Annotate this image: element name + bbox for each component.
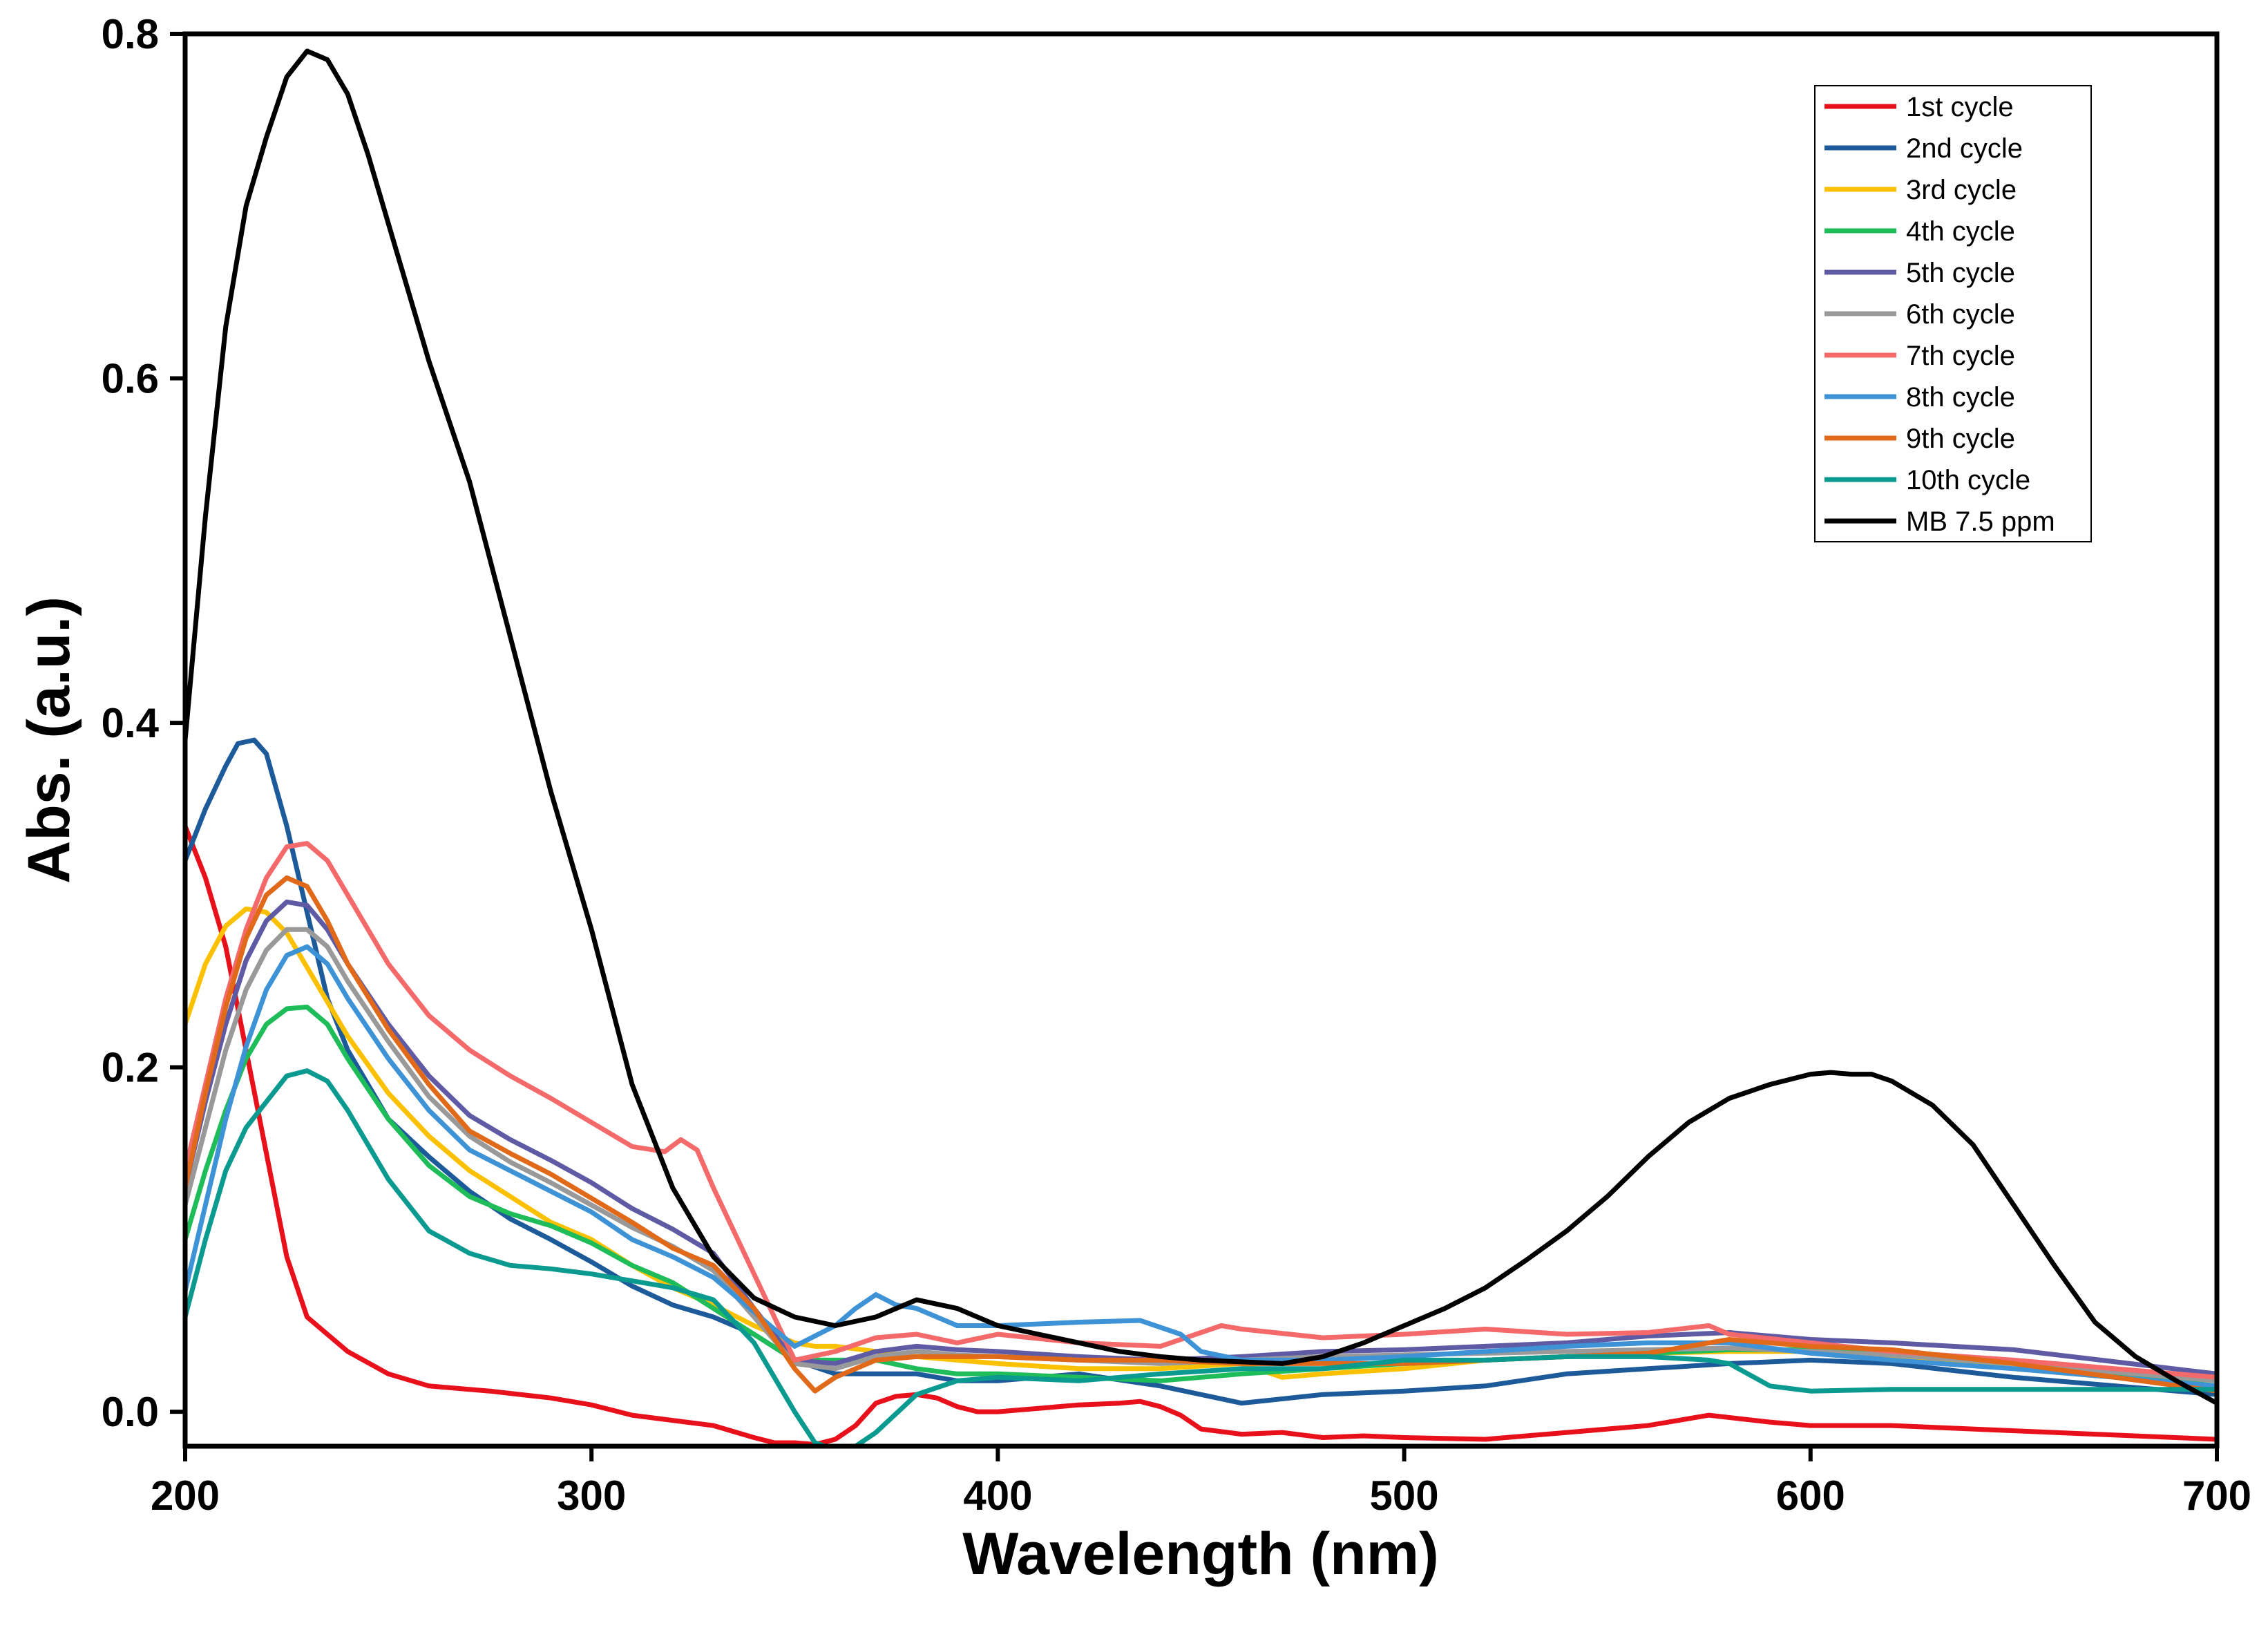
y-tick-label: 0.6 xyxy=(102,356,159,402)
legend-label: 7th cycle xyxy=(1906,341,2015,371)
legend-label: 5th cycle xyxy=(1906,258,2015,288)
y-tick-label: 0.4 xyxy=(102,700,160,746)
x-tick-label: 600 xyxy=(1776,1472,1845,1519)
legend-label: 6th cycle xyxy=(1906,299,2015,330)
x-tick-label: 500 xyxy=(1370,1472,1439,1519)
legend-label: 10th cycle xyxy=(1906,465,2030,495)
plot-lines xyxy=(185,48,2217,1446)
legend-label: 1st cycle xyxy=(1906,92,2014,122)
legend-label: 8th cycle xyxy=(1906,382,2015,413)
x-tick-label: 200 xyxy=(151,1472,220,1519)
y-tick-label: 0.0 xyxy=(102,1389,159,1435)
legend-label: 9th cycle xyxy=(1906,424,2015,454)
legend-label: 3rd cycle xyxy=(1906,175,2017,205)
series-line-7 xyxy=(185,841,2217,1380)
x-tick-label: 400 xyxy=(963,1472,1032,1519)
series-line-1 xyxy=(185,824,2217,1446)
legend-label: 2nd cycle xyxy=(1906,133,2023,164)
y-axis-title: Abs. (a.u.) xyxy=(16,596,82,884)
plot-frame xyxy=(182,31,2220,1449)
y-axis: 0.0 0.2 0.4 0.6 0.8 xyxy=(102,11,185,1435)
y-tick-label: 0.8 xyxy=(102,11,159,57)
legend-label: 4th cycle xyxy=(1906,216,2015,247)
x-tick-label: 700 xyxy=(2182,1472,2251,1519)
x-tick-label: 300 xyxy=(557,1472,626,1519)
legend: 1st cycle 2nd cycle 3rd cycle 4th cycle 5th … xyxy=(1814,85,2092,542)
legend-label: MB 7.5 ppm xyxy=(1906,506,2055,537)
series-line-10 xyxy=(185,1068,2217,1446)
x-axis: 200 300 400 500 600 700 xyxy=(151,1446,2251,1519)
series-line-11 xyxy=(185,48,2217,1406)
series-line-8 xyxy=(185,944,2217,1389)
y-tick-label: 0.2 xyxy=(102,1045,159,1091)
x-axis-title: Wavelength (nm) xyxy=(962,1521,1439,1587)
